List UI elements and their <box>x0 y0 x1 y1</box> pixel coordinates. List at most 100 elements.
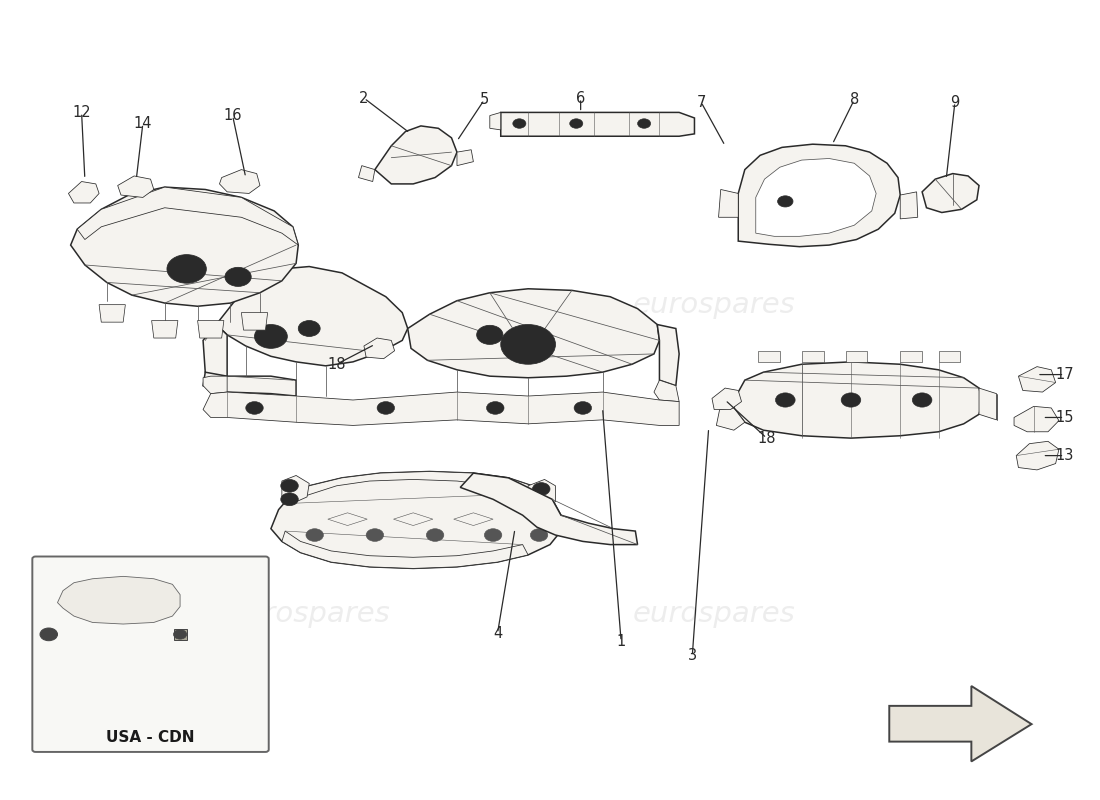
Circle shape <box>513 118 526 128</box>
Polygon shape <box>756 158 876 236</box>
Text: 18: 18 <box>758 430 776 446</box>
Polygon shape <box>738 144 900 246</box>
Circle shape <box>842 393 861 407</box>
Polygon shape <box>716 408 745 430</box>
Circle shape <box>298 321 320 337</box>
Circle shape <box>167 254 207 283</box>
Polygon shape <box>1014 406 1059 432</box>
Polygon shape <box>654 380 679 402</box>
Polygon shape <box>712 388 741 410</box>
Polygon shape <box>846 350 868 362</box>
Text: 7: 7 <box>696 94 706 110</box>
Text: eurospares: eurospares <box>632 601 795 629</box>
Polygon shape <box>453 513 493 526</box>
Text: 6: 6 <box>576 90 585 106</box>
Polygon shape <box>198 321 224 338</box>
Text: 18: 18 <box>328 357 345 372</box>
Polygon shape <box>734 362 982 438</box>
Circle shape <box>486 402 504 414</box>
Polygon shape <box>57 576 180 624</box>
Polygon shape <box>70 187 298 306</box>
Circle shape <box>254 325 287 348</box>
Circle shape <box>778 196 793 207</box>
Text: USA - CDN: USA - CDN <box>107 730 195 745</box>
Polygon shape <box>204 392 679 426</box>
Circle shape <box>530 529 548 542</box>
Polygon shape <box>528 479 556 507</box>
Polygon shape <box>490 113 500 130</box>
Polygon shape <box>364 338 395 358</box>
Text: 11: 11 <box>190 714 209 730</box>
Circle shape <box>377 402 395 414</box>
Text: 14: 14 <box>133 116 152 131</box>
Polygon shape <box>328 513 367 526</box>
Polygon shape <box>204 325 227 384</box>
Circle shape <box>638 118 651 128</box>
Polygon shape <box>220 170 260 194</box>
Text: 15: 15 <box>1055 410 1074 425</box>
Polygon shape <box>718 190 738 218</box>
Polygon shape <box>174 629 187 640</box>
Polygon shape <box>456 150 473 166</box>
Text: 16: 16 <box>223 108 242 123</box>
Circle shape <box>484 529 502 542</box>
Circle shape <box>912 393 932 407</box>
Text: 9: 9 <box>950 94 959 110</box>
Circle shape <box>306 529 323 542</box>
Polygon shape <box>282 531 528 569</box>
Polygon shape <box>394 513 433 526</box>
Polygon shape <box>408 289 659 378</box>
Text: eurospares: eurospares <box>228 601 390 629</box>
Polygon shape <box>77 187 298 245</box>
Text: 1: 1 <box>616 634 626 649</box>
Text: 3: 3 <box>688 648 696 663</box>
Polygon shape <box>1019 366 1056 392</box>
Text: 2: 2 <box>360 90 368 106</box>
Circle shape <box>40 628 57 641</box>
Polygon shape <box>241 313 267 330</box>
Text: 5: 5 <box>480 92 490 107</box>
Polygon shape <box>289 471 537 503</box>
Text: eurospares: eurospares <box>228 290 390 318</box>
Circle shape <box>574 402 592 414</box>
Text: 8: 8 <box>849 92 859 107</box>
Polygon shape <box>900 350 922 362</box>
Polygon shape <box>922 174 979 213</box>
Polygon shape <box>460 473 638 545</box>
Polygon shape <box>979 388 997 420</box>
Circle shape <box>280 493 298 506</box>
FancyBboxPatch shape <box>32 557 268 752</box>
Text: 12: 12 <box>73 105 91 120</box>
Polygon shape <box>118 176 154 198</box>
Text: 4: 4 <box>493 626 502 641</box>
Text: 17: 17 <box>1055 367 1074 382</box>
Polygon shape <box>500 113 694 136</box>
Text: 13: 13 <box>1055 448 1074 463</box>
Text: 10: 10 <box>240 714 258 730</box>
Polygon shape <box>359 166 375 182</box>
Circle shape <box>224 267 251 286</box>
Polygon shape <box>889 686 1032 762</box>
Polygon shape <box>375 126 456 184</box>
Polygon shape <box>204 376 227 394</box>
Polygon shape <box>152 321 178 338</box>
Circle shape <box>532 497 550 510</box>
Polygon shape <box>68 182 99 203</box>
Polygon shape <box>758 350 780 362</box>
Circle shape <box>570 118 583 128</box>
Polygon shape <box>204 372 296 396</box>
Polygon shape <box>658 325 679 386</box>
Circle shape <box>532 482 550 495</box>
Circle shape <box>280 479 298 492</box>
Circle shape <box>476 326 503 344</box>
Polygon shape <box>938 350 960 362</box>
Circle shape <box>245 402 263 414</box>
Polygon shape <box>1016 442 1059 470</box>
Circle shape <box>776 393 795 407</box>
Polygon shape <box>99 305 125 322</box>
Circle shape <box>366 529 384 542</box>
Polygon shape <box>802 350 824 362</box>
Text: eurospares: eurospares <box>632 290 795 318</box>
Polygon shape <box>900 192 917 219</box>
Polygon shape <box>271 471 561 569</box>
